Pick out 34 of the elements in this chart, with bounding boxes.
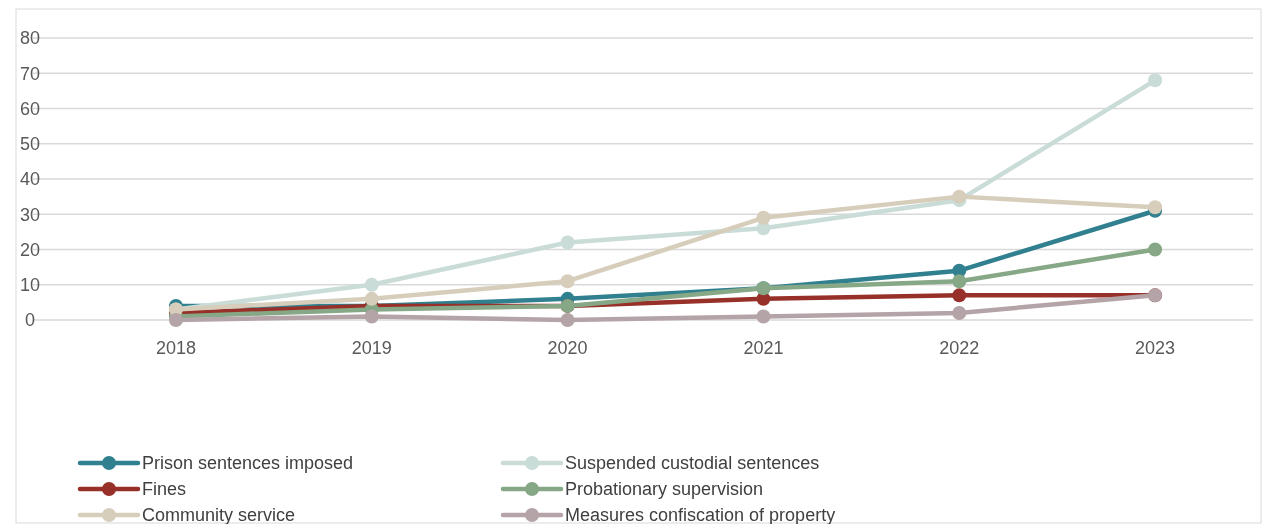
point — [168, 313, 183, 327]
legend-label: Suspended custodial sentences — [565, 453, 820, 474]
y-tick-label: 10 — [19, 275, 41, 296]
x-tick-label: 2023 — [1135, 338, 1176, 358]
y-tick-label: 50 — [19, 134, 41, 155]
point — [952, 189, 967, 204]
point — [756, 309, 771, 324]
point — [364, 277, 379, 292]
x-tick-label: 2018 — [155, 338, 196, 358]
point — [364, 309, 379, 324]
y-tick-label: 70 — [19, 63, 41, 84]
y-tick-label: 80 — [19, 28, 41, 49]
legend-label: Probationary supervision — [565, 479, 764, 500]
y-tick-label: 60 — [19, 98, 41, 119]
point — [560, 313, 575, 327]
point — [1148, 242, 1163, 257]
legend-label: Prison sentences imposed — [142, 453, 354, 474]
point — [364, 291, 379, 306]
y-tick-label: 40 — [19, 169, 41, 190]
x-tick-label: 2022 — [939, 338, 980, 358]
point — [1148, 73, 1163, 88]
point — [560, 274, 575, 289]
y-tick-label: 20 — [19, 239, 41, 260]
legend-label: Fines — [142, 479, 187, 500]
x-tick-label: 2021 — [743, 338, 784, 358]
y-tick-label: 0 — [24, 310, 36, 331]
point — [952, 288, 967, 303]
point — [952, 305, 967, 320]
point — [560, 235, 575, 250]
point — [952, 274, 967, 289]
x-tick-label: 2019 — [351, 338, 392, 358]
point — [756, 210, 771, 225]
y-tick-label: 30 — [19, 204, 41, 225]
x-tick-label: 2020 — [547, 338, 588, 358]
